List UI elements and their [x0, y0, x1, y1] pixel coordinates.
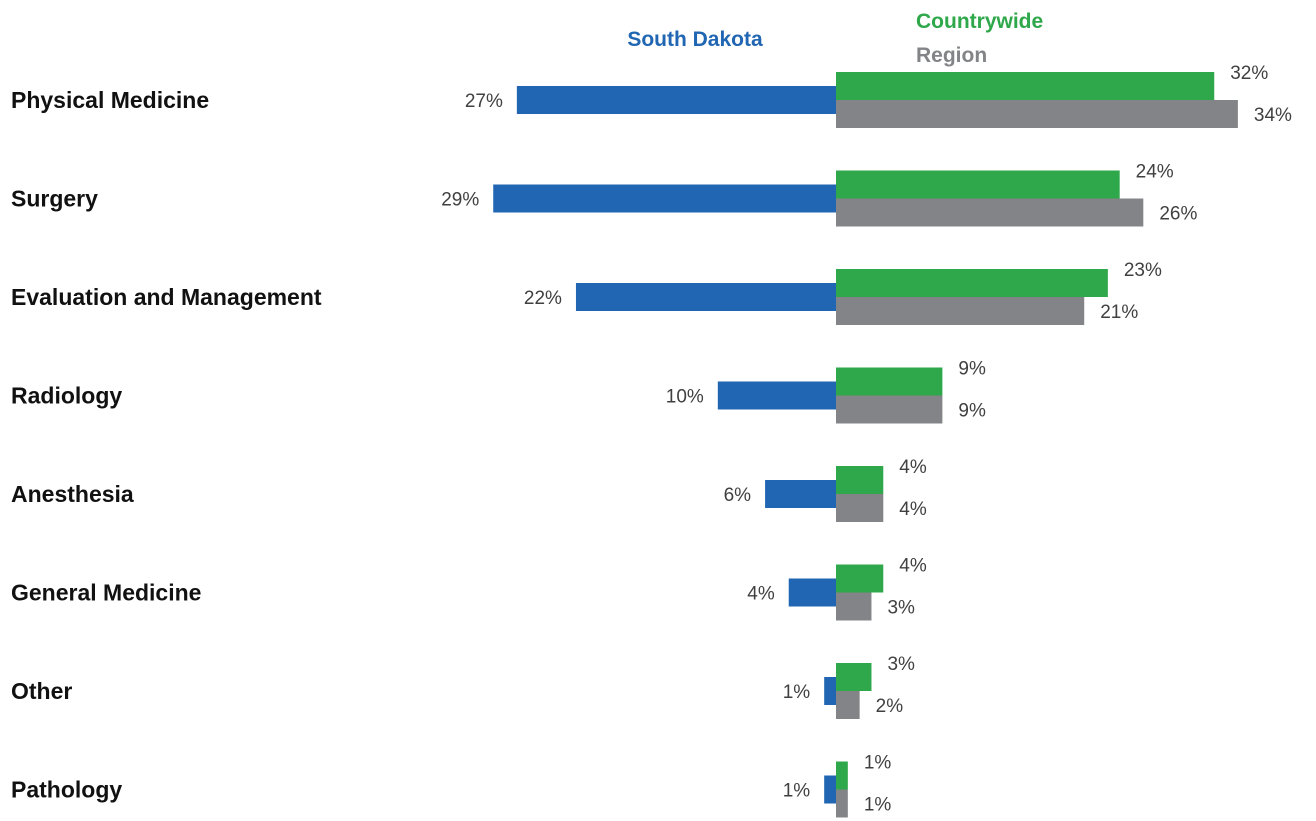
bar-south-dakota: [824, 677, 836, 705]
legend-region: Region: [916, 44, 987, 67]
value-label-countrywide: 4%: [899, 457, 927, 478]
bar-countrywide: [836, 564, 884, 593]
category-label: Radiology: [11, 383, 122, 409]
bar-region: [836, 297, 1085, 325]
value-label-countrywide: 1%: [864, 753, 892, 774]
bar-countrywide: [836, 269, 1108, 297]
bar-south-dakota: [765, 480, 836, 508]
bar-south-dakota: [493, 184, 836, 213]
bar-region: [836, 100, 1238, 128]
value-labels: 27% 32% 34% 29% 24% 26% 22% 23% 21% 10% 9% 9% 6% 4% 4%…: [441, 63, 1292, 816]
bar-region: [836, 494, 884, 522]
value-label-countrywide: 3%: [887, 654, 915, 675]
category-label: Other: [11, 678, 72, 704]
value-label-region: 26%: [1159, 204, 1197, 225]
bar-countrywide: [836, 663, 872, 691]
bar-south-dakota: [788, 578, 836, 607]
category-label: General Medicine: [11, 580, 201, 606]
value-label-countrywide: 24%: [1136, 162, 1174, 183]
value-label-countrywide: 4%: [899, 556, 927, 577]
bar-south-dakota: [575, 283, 836, 311]
value-label-countrywide: 9%: [958, 359, 986, 380]
bars: [493, 72, 1238, 818]
bar-countrywide: [836, 466, 884, 494]
category-label: Anesthesia: [11, 481, 134, 507]
value-label-countrywide: 23%: [1124, 260, 1162, 281]
bar-region: [836, 789, 848, 818]
value-label-south-dakota: 27%: [465, 91, 503, 112]
value-label-south-dakota: 6%: [724, 485, 752, 506]
category-label: Surgery: [11, 186, 98, 212]
bar-region: [836, 395, 943, 424]
value-label-south-dakota: 22%: [524, 288, 562, 309]
bar-south-dakota: [717, 381, 836, 410]
bar-region: [836, 691, 860, 719]
bar-south-dakota: [824, 775, 836, 804]
value-label-south-dakota: 1%: [783, 682, 811, 703]
category-label: Evaluation and Management: [11, 284, 322, 310]
value-label-region: 4%: [899, 499, 927, 520]
bar-countrywide: [836, 761, 848, 790]
category-label: Physical Medicine: [11, 87, 209, 113]
value-label-region: 34%: [1254, 105, 1292, 126]
bar-region: [836, 198, 1144, 227]
value-label-region: 9%: [958, 401, 986, 422]
legend-south-dakota: South Dakota: [627, 28, 763, 51]
category-label: Pathology: [11, 777, 122, 803]
legend: South Dakota Countrywide Region: [627, 10, 1043, 67]
value-label-region: 21%: [1100, 302, 1138, 323]
value-label-south-dakota: 29%: [441, 190, 479, 211]
value-label-south-dakota: 1%: [783, 781, 811, 802]
bar-countrywide: [836, 170, 1120, 199]
value-label-region: 2%: [876, 696, 904, 717]
value-label-south-dakota: 4%: [747, 584, 775, 605]
value-label-countrywide: 32%: [1230, 63, 1268, 84]
value-label-region: 3%: [887, 598, 915, 619]
category-labels: Physical Medicine Surgery Evaluation and M…: [11, 87, 322, 803]
bar-countrywide: [836, 367, 943, 396]
legend-countrywide: Countrywide: [916, 10, 1043, 33]
bar-south-dakota: [516, 86, 836, 114]
value-label-south-dakota: 10%: [666, 387, 704, 408]
value-label-region: 1%: [864, 795, 892, 816]
bar-region: [836, 592, 872, 621]
bar-countrywide: [836, 72, 1215, 100]
